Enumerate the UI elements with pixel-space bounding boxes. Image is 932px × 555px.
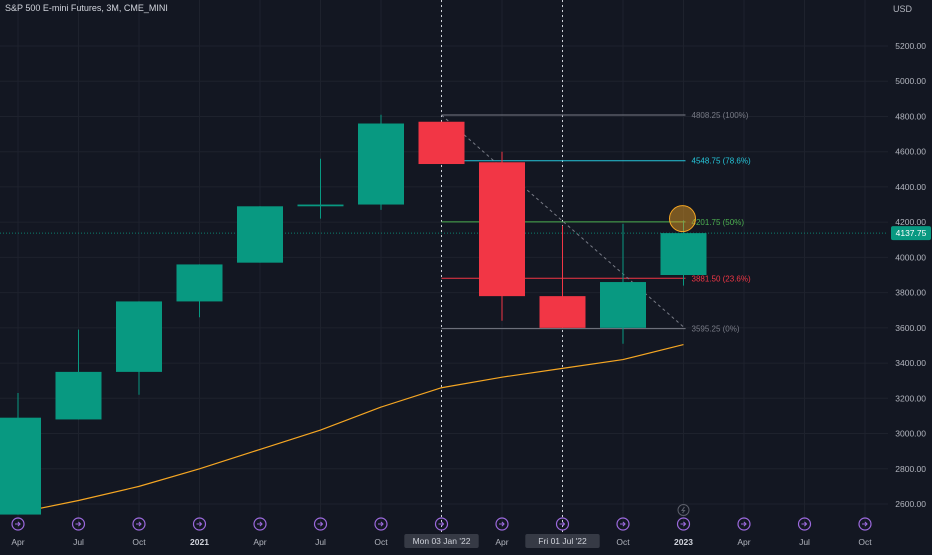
currency-label: USD: [892, 4, 912, 14]
current-price-badge: [891, 226, 931, 241]
price-tick-label: 3600.00: [895, 323, 926, 333]
date-axis-badge: [525, 534, 600, 548]
event-marker-icon[interactable]: [71, 517, 86, 531]
price-tick-label: 2800.00: [895, 464, 926, 474]
event-marker-icon[interactable]: [434, 517, 449, 531]
event-marker-icon[interactable]: [374, 517, 388, 531]
price-tick-label: 4000.00: [895, 252, 926, 262]
candle-body[interactable]: [660, 233, 707, 275]
symbol-title: S&P 500 E-mini Futures, 3M, CME_MINI: [5, 3, 168, 13]
price-tick-label: 2600.00: [895, 499, 926, 509]
price-tick-label: 4200.00: [895, 217, 926, 227]
lightning-icon: [681, 506, 686, 514]
time-tick-label: Oct: [132, 537, 146, 547]
candle-body[interactable]: [600, 282, 646, 328]
event-marker-icon[interactable]: [313, 517, 328, 531]
event-marker-icon[interactable]: [11, 517, 25, 531]
event-marker-icon[interactable]: [737, 517, 751, 531]
price-tick-label: 3400.00: [895, 358, 926, 368]
time-tick-label: Oct: [858, 537, 872, 547]
candle-body[interactable]: [116, 301, 162, 372]
price-tick-label: 3000.00: [895, 429, 926, 439]
event-marker-icon[interactable]: [253, 517, 267, 531]
event-marker-icon[interactable]: [495, 517, 509, 531]
time-tick-label: Apr: [11, 537, 24, 547]
candle-body[interactable]: [0, 417, 41, 515]
time-tick-label: Jul: [315, 537, 326, 547]
event-marker-icon[interactable]: [555, 517, 570, 531]
candle-body[interactable]: [479, 162, 525, 297]
time-tick-label: Jul: [73, 537, 84, 547]
price-tick-label: 5000.00: [895, 76, 926, 86]
fib-level-label: 4201.75 (50%): [692, 218, 745, 227]
fib-level-label: 4808.25 (100%): [692, 111, 749, 120]
current-price-label: 4137.75: [896, 228, 927, 238]
moving-average-line: [17, 343, 684, 514]
price-tick-label: 3800.00: [895, 288, 926, 298]
highlight-circle: [669, 205, 696, 233]
event-marker-icon[interactable]: [132, 517, 146, 531]
event-marker-icon[interactable]: [192, 517, 207, 531]
price-axis: [888, 0, 932, 550]
event-marker-icon[interactable]: [797, 517, 812, 531]
price-tick-label: 3200.00: [895, 393, 926, 403]
fib-level-label: 4548.75 (78.6%): [692, 157, 751, 166]
candle-body[interactable]: [297, 204, 344, 207]
candle-body[interactable]: [418, 121, 465, 165]
date-axis-label: Mon 03 Jan '22: [413, 536, 471, 546]
price-tick-label: 4400.00: [895, 182, 926, 192]
fib-level-label: 3595.25 (0%): [692, 325, 740, 334]
price-tick-label: 4600.00: [895, 147, 926, 157]
time-tick-label: Jul: [799, 537, 810, 547]
candle-body[interactable]: [237, 206, 283, 263]
price-tick-label: 4800.00: [895, 111, 926, 121]
event-marker-icon[interactable]: [676, 517, 691, 531]
candle-body[interactable]: [539, 296, 586, 328]
candle-body[interactable]: [55, 371, 102, 420]
time-tick-label: 2021: [190, 537, 209, 547]
price-tick-label: 5200.00: [895, 41, 926, 51]
event-marker-icon[interactable]: [616, 517, 630, 531]
date-axis-badge: [404, 534, 479, 548]
fib-level-label: 3881.50 (23.6%): [692, 274, 751, 283]
time-tick-label: Apr: [495, 537, 508, 547]
time-tick-label: Oct: [616, 537, 630, 547]
dividend-marker-icon[interactable]: [677, 504, 690, 516]
event-marker-icon[interactable]: [858, 517, 872, 531]
candle-body[interactable]: [176, 264, 223, 302]
time-tick-label: Apr: [253, 537, 266, 547]
time-tick-label: 2023: [674, 537, 693, 547]
time-tick-label: Oct: [374, 537, 388, 547]
date-axis-label: Fri 01 Jul '22: [538, 536, 587, 546]
candle-body[interactable]: [358, 123, 404, 205]
time-tick-label: Apr: [737, 537, 750, 547]
